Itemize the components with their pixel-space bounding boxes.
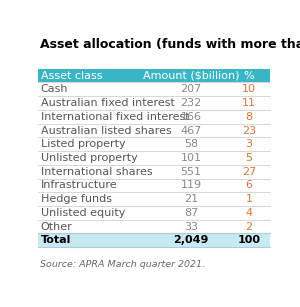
Text: Hedge funds: Hedge funds: [40, 194, 112, 204]
Text: Unlisted equity: Unlisted equity: [40, 208, 125, 218]
Text: 21: 21: [184, 194, 198, 204]
Text: Australian listed shares: Australian listed shares: [40, 126, 171, 135]
Bar: [38, 234, 270, 247]
Text: 166: 166: [181, 112, 202, 122]
Bar: [38, 220, 270, 234]
Text: Amount ($billion): Amount ($billion): [143, 71, 239, 81]
Text: Source: APRA March quarter 2021.: Source: APRA March quarter 2021.: [40, 260, 205, 269]
Text: Asset class: Asset class: [40, 71, 102, 81]
Text: 87: 87: [184, 208, 198, 218]
Text: 6: 6: [246, 181, 253, 190]
Text: 58: 58: [184, 139, 198, 149]
Bar: [38, 69, 270, 83]
Text: 8: 8: [245, 112, 253, 122]
Text: 467: 467: [180, 126, 202, 135]
Text: Infrastructure: Infrastructure: [40, 181, 117, 190]
Text: 101: 101: [181, 153, 202, 163]
Text: 119: 119: [180, 181, 202, 190]
Bar: [38, 165, 270, 179]
Bar: [38, 96, 270, 110]
Text: 5: 5: [246, 153, 253, 163]
Bar: [38, 192, 270, 206]
Text: 100: 100: [238, 235, 261, 245]
Bar: [38, 179, 270, 192]
Text: Australian fixed interest: Australian fixed interest: [40, 98, 174, 108]
Text: 232: 232: [180, 98, 202, 108]
Text: Asset allocation (funds with more than four members): Asset allocation (funds with more than f…: [40, 38, 300, 51]
Text: Total: Total: [40, 235, 71, 245]
Text: Unlisted property: Unlisted property: [40, 153, 137, 163]
Bar: [38, 110, 270, 124]
Text: 10: 10: [242, 84, 256, 94]
Bar: [38, 83, 270, 96]
Text: 11: 11: [242, 98, 256, 108]
Text: 23: 23: [242, 126, 256, 135]
Text: %: %: [244, 71, 254, 81]
Text: 2: 2: [245, 222, 253, 232]
Text: Cash: Cash: [40, 84, 68, 94]
Text: Other: Other: [40, 222, 72, 232]
Text: 3: 3: [246, 139, 253, 149]
Bar: [38, 151, 270, 165]
Text: 33: 33: [184, 222, 198, 232]
Bar: [38, 138, 270, 151]
Text: 27: 27: [242, 167, 256, 177]
Text: Listed property: Listed property: [40, 139, 125, 149]
Text: 2,049: 2,049: [173, 235, 208, 245]
Bar: [38, 206, 270, 220]
Text: International fixed interest: International fixed interest: [40, 112, 189, 122]
Text: International shares: International shares: [40, 167, 152, 177]
Text: 551: 551: [181, 167, 202, 177]
Text: 4: 4: [245, 208, 253, 218]
Text: 207: 207: [180, 84, 202, 94]
Bar: [38, 124, 270, 138]
Text: 1: 1: [246, 194, 253, 204]
